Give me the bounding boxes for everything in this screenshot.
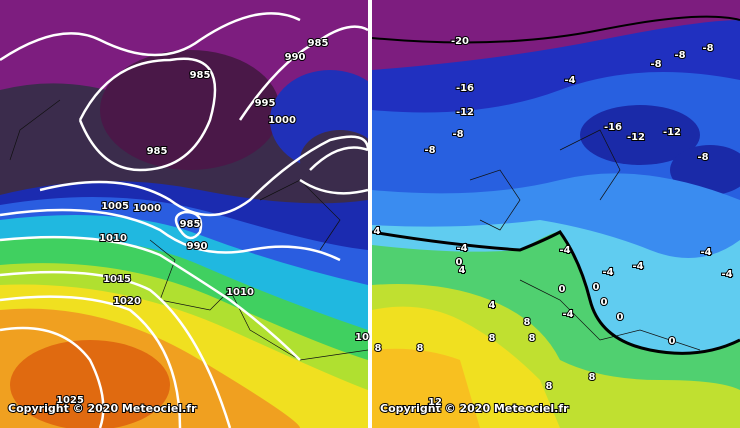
isobar-label: 985	[190, 70, 211, 81]
temperature-label: -8	[697, 152, 708, 163]
temperature-label: -12	[663, 127, 681, 138]
temperature-label: -4	[700, 247, 711, 258]
temperature-label: 4	[374, 226, 381, 237]
temperature-label: -8	[674, 50, 685, 61]
copyright: Copyright © 2020 Meteociel.fr	[8, 402, 197, 415]
temperature-map	[372, 0, 740, 428]
temperature-label: -8	[650, 59, 661, 70]
isobar-label: 1020	[113, 296, 141, 307]
temperature-label: -4	[559, 245, 570, 256]
isobar-label: 990	[187, 241, 208, 252]
isobar-label: 1010	[226, 287, 254, 298]
temperature-label: -16	[456, 83, 474, 94]
isobar-label: 985	[180, 219, 201, 230]
temperature-label: -4	[602, 267, 613, 278]
temperature-label: 8	[529, 333, 536, 344]
isobar-label: 1010	[99, 233, 127, 244]
copyright: Copyright © 2020 Meteociel.fr	[380, 402, 569, 415]
temperature-label: 8	[589, 372, 596, 383]
temperature-label: -8	[452, 129, 463, 140]
isobar-label: 985	[147, 146, 168, 157]
temperature-label: 8	[524, 317, 531, 328]
temperature-label: -12	[627, 132, 645, 143]
isobar-label: 990	[285, 52, 306, 63]
temperature-label: 12	[428, 397, 442, 408]
temperature-label: 0	[617, 312, 624, 323]
isobar-label: 1025	[56, 395, 84, 406]
isobar-label: 1015	[103, 274, 131, 285]
temperature-label: 4	[459, 265, 466, 276]
pressure-map	[0, 0, 368, 428]
temperature-label: 0	[559, 284, 566, 295]
temperature-label: -4	[562, 309, 573, 320]
temperature-label: 8	[375, 343, 382, 354]
temperature-label: -4	[564, 75, 575, 86]
temperature-label: -4	[721, 269, 732, 280]
isobar-label: 1000	[133, 203, 161, 214]
isobar-label: 10	[355, 332, 369, 343]
isobar-label: 1005	[101, 201, 129, 212]
temperature-label: -4	[456, 243, 467, 254]
temperature-label: 4	[489, 300, 496, 311]
isobar-label: 1000	[268, 115, 296, 126]
temperature-label: -12	[456, 107, 474, 118]
temperature-label: 8	[417, 343, 424, 354]
temperature-label: 0	[456, 257, 463, 268]
temperature-label: -20	[451, 36, 469, 47]
temperature-label: 0	[593, 282, 600, 293]
temperature-label: -4	[632, 261, 643, 272]
isobar-label: 995	[255, 98, 276, 109]
isobar-label: 985	[308, 38, 329, 49]
temperature-label: -16	[604, 122, 622, 133]
temperature-label: 8	[546, 381, 553, 392]
temperature-label: 8	[489, 333, 496, 344]
temperature-label: -8	[424, 145, 435, 156]
temperature-label: 0	[601, 297, 608, 308]
temperature-label: -8	[702, 43, 713, 54]
temperature-label: 0	[669, 336, 676, 347]
